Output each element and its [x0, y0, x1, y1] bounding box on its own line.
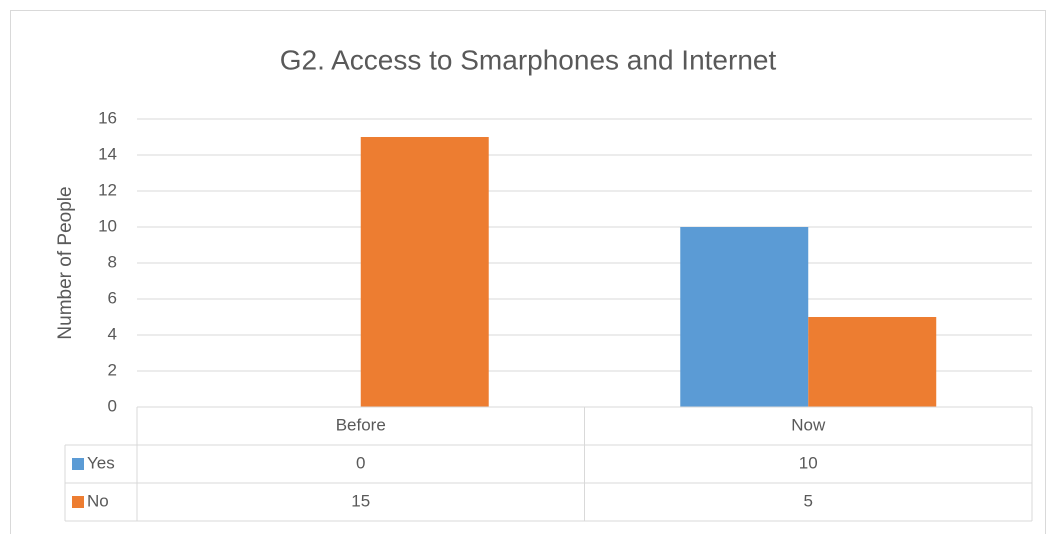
table-value: 15 [351, 491, 370, 510]
legend-swatch [72, 458, 84, 470]
legend-swatch [72, 496, 84, 508]
y-tick-label: 6 [108, 288, 117, 307]
y-tick-label: 10 [98, 216, 117, 235]
y-tick-label: 4 [108, 324, 117, 343]
y-tick-label: 2 [108, 360, 117, 379]
y-tick-label: 12 [98, 180, 117, 199]
y-tick-label: 14 [98, 144, 117, 163]
table-value: 10 [799, 453, 818, 472]
y-tick-label: 8 [108, 252, 117, 271]
y-tick-label: 16 [98, 108, 117, 127]
legend-label: Yes [87, 453, 115, 472]
x-tick-label: Now [791, 415, 826, 434]
bar [808, 317, 937, 407]
y-tick-label: 0 [108, 396, 117, 415]
legend-label: No [87, 491, 109, 510]
bar [360, 137, 489, 407]
bar [680, 227, 809, 407]
table-value: 0 [356, 453, 365, 472]
chart-title: G2. Access to Smarphones and Internet [280, 44, 777, 75]
x-tick-label: Before [336, 415, 386, 434]
y-axis-label: Number of People [55, 186, 76, 339]
table-value: 5 [804, 491, 813, 510]
chart-border [10, 10, 1046, 534]
